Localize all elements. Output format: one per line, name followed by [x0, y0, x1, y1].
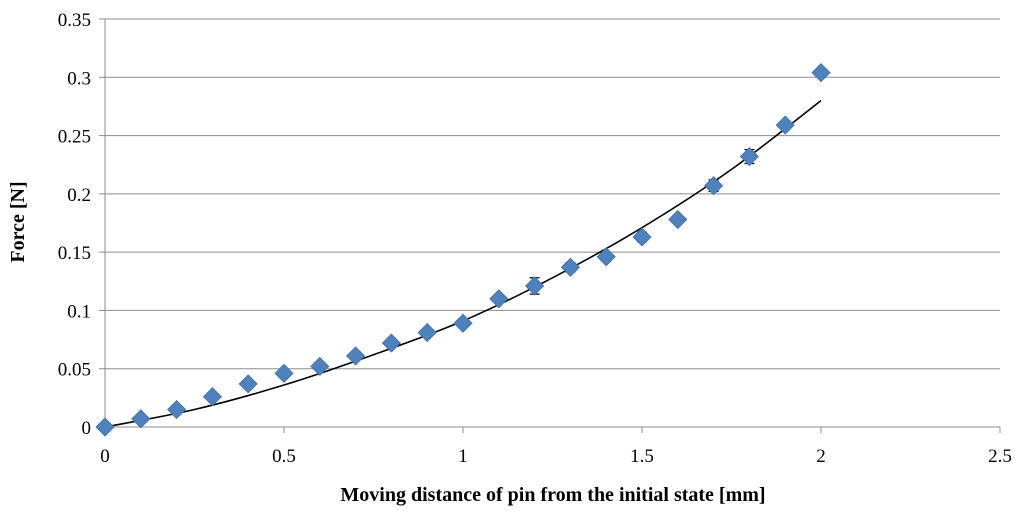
y-tick-label-7: 0.35: [58, 10, 91, 31]
data-point-13: [560, 257, 580, 277]
data-point-6: [310, 356, 330, 376]
data-point-19: [775, 115, 795, 135]
trendline-group: [104, 99, 822, 428]
data-point-9: [417, 323, 437, 343]
data-point-11: [489, 289, 509, 309]
error-bars: [135, 68, 826, 421]
data-point-8: [381, 333, 401, 353]
axes: [99, 18, 1001, 433]
data-point-10: [453, 313, 473, 333]
data-point-3: [202, 387, 222, 407]
x-tick-label-4: 2: [816, 446, 826, 467]
y-tick-label-1: 0.05: [58, 360, 91, 381]
x-tick-labels: 0 0.5 1 1.5 2 2.5: [100, 446, 1012, 467]
x-tick-label-0: 0: [100, 446, 110, 467]
data-point-12: [525, 276, 545, 296]
data-point-7: [346, 346, 366, 366]
data-point-4: [238, 374, 258, 394]
data-point-20: [811, 63, 831, 83]
gridlines: [105, 18, 1000, 370]
data-point-18: [739, 146, 759, 167]
data-point-0: [95, 417, 115, 437]
y-tick-labels: 0 0.05 0.1 0.15 0.2 0.25 0.3 0.35: [58, 10, 91, 439]
x-tick-label-1: 0.5: [272, 446, 296, 467]
x-tick-label-5: 2.5: [988, 446, 1012, 467]
data-point-5: [274, 363, 294, 383]
y-tick-label-4: 0.2: [67, 185, 91, 206]
data-point-15: [632, 227, 652, 247]
data-point-17: [704, 176, 724, 196]
data-points: [95, 63, 831, 437]
data-point-2: [167, 399, 187, 420]
trendline: [104, 99, 822, 428]
data-point-1: [131, 409, 151, 429]
y-tick-label-0: 0: [82, 418, 92, 439]
y-tick-label-6: 0.3: [67, 68, 91, 89]
y-tick-label-2: 0.1: [67, 301, 91, 322]
x-axis-title: Moving distance of pin from the initial …: [340, 484, 765, 506]
y-tick-label-3: 0.15: [58, 243, 91, 264]
x-tick-label-2: 1: [458, 446, 468, 467]
data-point-16: [668, 209, 688, 230]
y-axis-title: Force [N]: [7, 181, 29, 262]
y-tick-label-5: 0.25: [58, 127, 91, 148]
x-tick-label-3: 1.5: [630, 446, 654, 467]
data-point-14: [596, 247, 616, 267]
